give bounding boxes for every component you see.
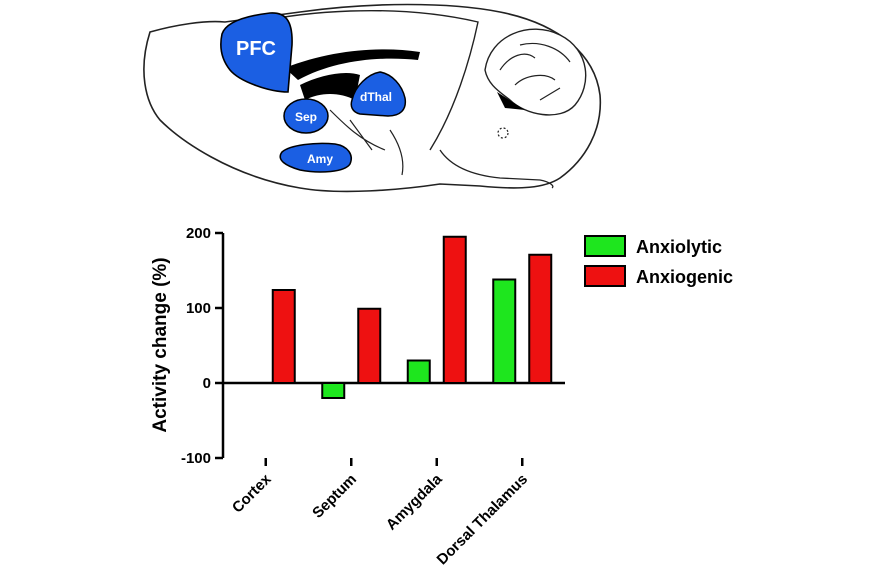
x-category-label: Cortex (229, 470, 275, 516)
legend-swatch-anxiolytic (584, 235, 626, 257)
bar-anxiolytic-dorsal-thalamus (492, 278, 517, 384)
y-tick-label: 200 (186, 225, 211, 242)
bar-anxiolytic-septum (321, 382, 346, 399)
sep-region (283, 98, 329, 134)
brain-schematic: PFC Sep dThal Amy (143, 3, 602, 193)
y-tick-label: 0 (203, 375, 211, 392)
bar-anxiogenic-cortex (271, 289, 296, 384)
cerebellum (484, 28, 587, 116)
legend-label-anxiolytic: Anxiolytic (636, 237, 722, 257)
internal-lines (329, 109, 404, 176)
brainstem (439, 149, 554, 189)
ventricle (300, 73, 360, 100)
bar-anxiogenic-dorsal-thalamus (528, 253, 553, 384)
bar-anxiogenic-amygdala (442, 235, 467, 384)
y-axis-title: Activity change (%) (150, 257, 171, 432)
bar-anxiogenic-septum (357, 307, 382, 384)
cerebellum-folia (499, 42, 571, 101)
legend-swatch-anxiogenic (584, 265, 626, 287)
x-category-label: Septum (309, 471, 360, 522)
x-category-label: Dorsal Thalamus (434, 471, 531, 568)
corpus-callosum (285, 49, 420, 80)
amy-region (279, 142, 352, 173)
sep-label: Sep (295, 110, 317, 124)
dthal-label: dThal (360, 90, 392, 104)
dthal-region (350, 71, 407, 117)
y-tick-label: 100 (186, 300, 211, 317)
cortex-line (224, 9, 479, 151)
amy-label: Amy (307, 152, 333, 166)
pfc-label: PFC (236, 38, 276, 60)
y-tick-label: -100 (181, 450, 211, 467)
legend-label-anxiogenic: Anxiogenic (636, 267, 733, 287)
brainstem-dark (497, 92, 525, 110)
chart-bars (271, 235, 553, 399)
pons-marker (497, 127, 509, 139)
pfc-region (220, 12, 293, 93)
x-category-label: Amygdala (383, 470, 446, 533)
bar-anxiolytic-amygdala (406, 359, 431, 384)
chart-legend: Anxiolytic Anxiogenic (584, 235, 733, 287)
